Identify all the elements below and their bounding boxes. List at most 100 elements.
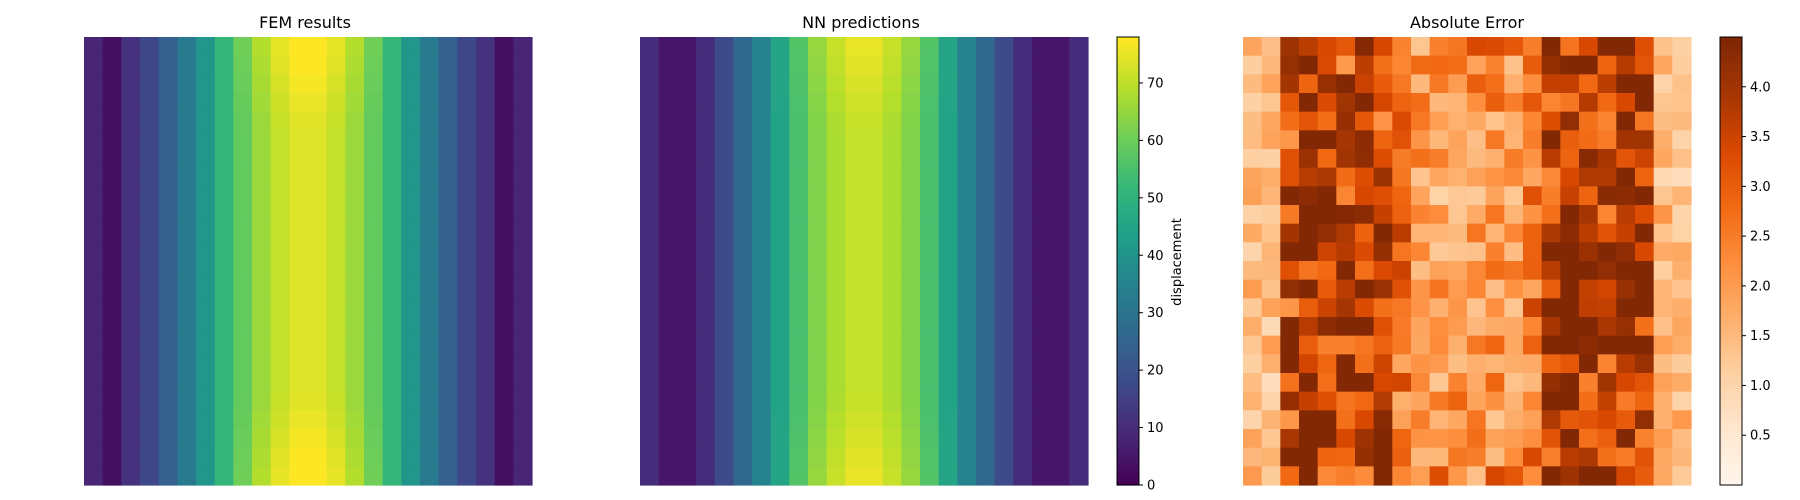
heatmap-cell [1261, 410, 1281, 430]
heatmap-cell [714, 111, 734, 131]
heatmap-cell [770, 93, 790, 113]
colorbar-segment [1720, 335, 1742, 340]
colorbar-segment [1117, 373, 1139, 378]
heatmap-cell [920, 391, 940, 411]
heatmap-cell [364, 167, 384, 187]
heatmap-cell [1523, 261, 1543, 281]
heatmap-cell [326, 261, 346, 281]
heatmap-cell [1597, 298, 1617, 318]
heatmap-cell [770, 354, 790, 374]
heatmap-cell [308, 167, 328, 187]
heatmap-cell [1579, 130, 1599, 150]
heatmap-cell [420, 279, 440, 299]
heatmap-cell [1653, 373, 1673, 393]
heatmap-cell [121, 130, 141, 150]
colorbar-segment [1117, 443, 1139, 449]
heatmap-cell [640, 167, 660, 187]
heatmap-cell [1523, 466, 1543, 486]
heatmap-cell [733, 429, 753, 449]
heatmap-cell [513, 298, 533, 318]
heatmap-cell [214, 149, 234, 169]
heatmap-cell [733, 93, 753, 113]
heatmap-cell [1013, 223, 1033, 243]
heatmap-cell [938, 223, 958, 243]
colorbar-segment [1117, 324, 1139, 329]
heatmap-cell [1523, 373, 1543, 393]
heatmap-cell [476, 111, 496, 131]
heatmap-cell [976, 335, 996, 355]
heatmap-cell [864, 447, 884, 467]
heatmap-cell [345, 205, 365, 225]
heatmap-cell [808, 37, 828, 57]
heatmap-cell [401, 429, 421, 449]
error-colorbar: 0.51.01.52.02.53.03.54.0 [1719, 36, 1771, 486]
heatmap-cell [938, 186, 958, 206]
heatmap-cell [121, 149, 141, 169]
heatmap-cell [770, 223, 790, 243]
heatmap-cell [364, 317, 384, 337]
heatmap-cell [233, 410, 253, 430]
heatmap-cell [901, 74, 921, 94]
heatmap-cell [1373, 373, 1393, 393]
heatmap-cell [752, 391, 772, 411]
heatmap-cell [140, 261, 160, 281]
heatmap-cell [1448, 223, 1468, 243]
heatmap-cell [196, 130, 216, 150]
heatmap-cell [494, 373, 514, 393]
heatmap-cell [1392, 391, 1412, 411]
heatmap-cell [901, 242, 921, 262]
heatmap-cell [1429, 37, 1449, 57]
heatmap-cell [289, 373, 309, 393]
heatmap-cell [513, 447, 533, 467]
heatmap-cell [326, 37, 346, 57]
heatmap-cell [845, 335, 865, 355]
heatmap-cell [457, 111, 477, 131]
heatmap-cell [233, 37, 253, 57]
heatmap-cell [808, 298, 828, 318]
heatmap-cell [789, 279, 809, 299]
heatmap-cell [882, 279, 902, 299]
heatmap-cell [494, 167, 514, 187]
heatmap-cell [1299, 429, 1319, 449]
heatmap-cell [770, 130, 790, 150]
heatmap-cell [196, 354, 216, 374]
heatmap-cell [714, 298, 734, 318]
heatmap-cell [1560, 223, 1580, 243]
heatmap-cell [1032, 37, 1052, 57]
heatmap-cell [1392, 223, 1412, 243]
heatmap-cell [696, 130, 716, 150]
heatmap-cell [457, 149, 477, 169]
heatmap-cell [1280, 223, 1300, 243]
heatmap-cell [826, 167, 846, 187]
heatmap-cell [1032, 335, 1052, 355]
heatmap-cell [289, 242, 309, 262]
heatmap-cell [957, 223, 977, 243]
heatmap-cell [457, 186, 477, 206]
heatmap-cell [1616, 279, 1636, 299]
heatmap-cell [789, 93, 809, 113]
colorbar-tick-label: 20 [1147, 364, 1164, 379]
heatmap-cell [158, 410, 178, 430]
heatmap-cell [308, 111, 328, 131]
heatmap-cell [308, 373, 328, 393]
heatmap-cell [994, 93, 1014, 113]
heatmap-cell [1504, 279, 1524, 299]
heatmap-cell [1467, 149, 1487, 169]
heatmap-cell [1013, 130, 1033, 150]
heatmap-cell [1504, 111, 1524, 131]
heatmap-cell [1635, 373, 1655, 393]
colorbar-segment [1117, 432, 1139, 438]
heatmap-cell [196, 55, 216, 75]
heatmap-cell [1299, 354, 1319, 374]
heatmap-cell [1467, 93, 1487, 113]
heatmap-cell [920, 93, 940, 113]
heatmap-cell [864, 93, 884, 113]
colorbar-segment [1117, 104, 1139, 109]
heatmap-cell [1243, 279, 1263, 299]
heatmap-cell [1317, 447, 1337, 467]
heatmap-cell [252, 55, 272, 75]
heatmap-cell [364, 279, 384, 299]
heatmap-cell [1523, 391, 1543, 411]
heatmap-cell [1429, 391, 1449, 411]
heatmap-cell [494, 242, 514, 262]
